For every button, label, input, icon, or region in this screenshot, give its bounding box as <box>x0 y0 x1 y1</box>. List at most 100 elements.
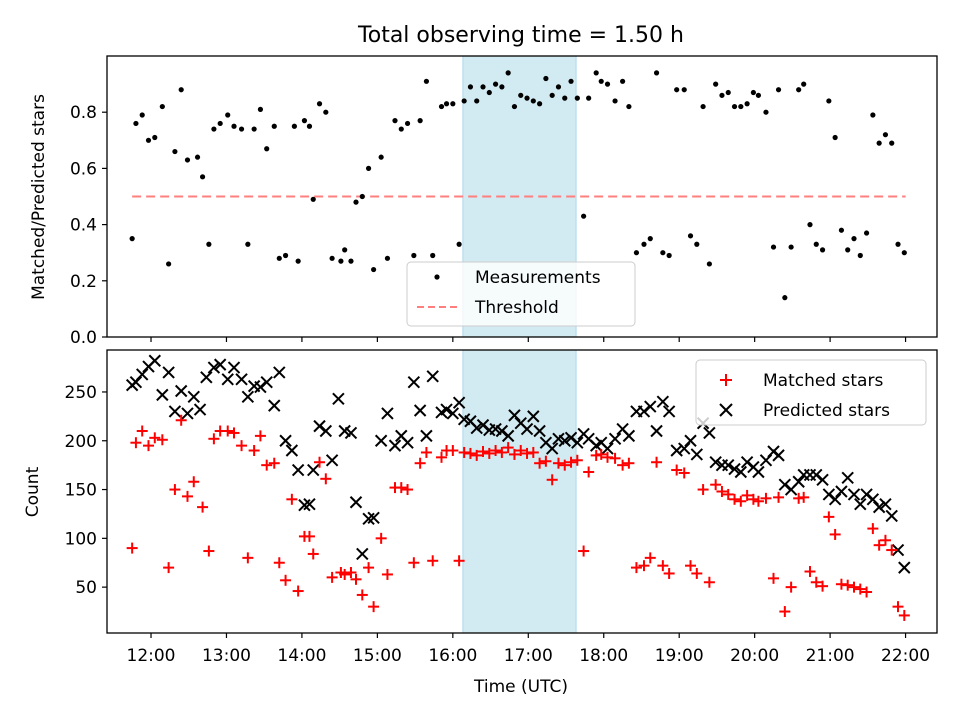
measurement-point <box>612 98 618 104</box>
predicted-stars-point <box>332 392 345 406</box>
matched-stars-point <box>571 454 583 466</box>
predicted-stars-point <box>601 442 614 455</box>
measurement-point <box>801 81 807 87</box>
matched-stars-point <box>169 484 181 496</box>
x-tick-label: 17:00 <box>504 646 553 666</box>
measurement-point <box>598 78 604 84</box>
matched-stars-point <box>381 568 393 580</box>
predicted-stars-point <box>241 390 255 404</box>
x-tick-label: 19:00 <box>655 646 704 666</box>
matched-stars-point <box>126 542 138 554</box>
predicted-stars-point <box>349 496 363 509</box>
matched-stars-point <box>559 459 571 471</box>
measurement-point <box>832 134 838 141</box>
measurement-point <box>276 255 282 261</box>
measurement-point <box>738 103 744 110</box>
matched-stars-point <box>471 449 483 461</box>
measurement-point <box>581 213 587 219</box>
measurement-point <box>524 95 530 101</box>
matched-stars-point <box>368 601 380 613</box>
bottom-y-tick-label: 150 <box>65 481 97 501</box>
matched-stars-point <box>236 440 248 452</box>
measurement-point <box>882 132 889 138</box>
top-y-tick-label: 0.0 <box>70 328 97 348</box>
bottom-panel: 50 100 150 200 250 12:00 13:00 14:00 15:00 16:00… <box>23 349 938 697</box>
top-y-tick-label: 0.8 <box>70 103 97 123</box>
matched-stars-point <box>873 539 885 551</box>
predicted-stars-point <box>221 373 234 386</box>
bottom-x-ticks: 12:00 13:00 14:00 15:00 16:00 17:00 18:00 19:00… <box>127 633 930 666</box>
matched-stars-point <box>879 534 891 546</box>
predicted-stars-point <box>772 449 785 462</box>
measurement-point <box>731 103 738 110</box>
measurements-layer <box>129 70 907 301</box>
measurement-point <box>499 84 505 90</box>
measurement-point <box>411 252 417 259</box>
measurement-point <box>813 241 819 247</box>
measurement-point <box>653 70 660 76</box>
predicted-stars-point <box>828 493 842 506</box>
predicted-stars-point <box>344 426 358 440</box>
measurement-point <box>306 123 313 129</box>
predicted-stars-point <box>319 424 333 438</box>
matched-stars-point <box>222 425 234 437</box>
x-tick-label: 18:00 <box>579 646 628 666</box>
matched-stars-point <box>617 459 629 471</box>
matched-stars-point <box>804 566 816 578</box>
measurement-point <box>133 120 139 127</box>
measurement-point <box>329 255 335 261</box>
predicted-stars-point <box>136 368 149 381</box>
matched-stars-point <box>436 451 448 463</box>
bottom-legend-box <box>695 359 927 426</box>
matched-stars-point <box>307 548 319 560</box>
matched-stars-point <box>722 488 734 500</box>
measurement-point <box>199 174 206 180</box>
matched-stars-point <box>483 447 495 459</box>
measurement-point <box>755 92 762 98</box>
predicted-stars-point <box>440 403 453 416</box>
bottom-y-tick-label: 250 <box>65 383 97 403</box>
predicted-stars-point <box>388 439 402 452</box>
measurement-point <box>620 78 626 84</box>
matched-stars-point <box>163 562 175 574</box>
matched-stars-point <box>280 574 292 586</box>
matched-stars-point <box>156 434 168 446</box>
predicted-stars-point <box>407 375 421 389</box>
matched-stars-point <box>363 562 375 574</box>
predicted-stars-point <box>162 366 175 379</box>
top-y-ticks: 0.0 0.2 0.4 0.6 0.8 <box>70 103 107 348</box>
measurement-point <box>555 84 562 90</box>
predicted-stars-point <box>872 500 886 514</box>
measurement-point <box>282 252 289 259</box>
measurement-point <box>782 295 788 301</box>
predicted-stars-point <box>268 399 281 412</box>
measurement-point <box>430 252 436 259</box>
predicted-stars-point <box>608 432 622 446</box>
matched-stars-point <box>752 495 764 507</box>
predicted-stars-point <box>174 384 188 398</box>
measurement-point <box>443 101 450 107</box>
matched-stars-point <box>402 484 414 496</box>
measurement-point <box>626 103 632 110</box>
predicted-stars-point <box>847 488 861 501</box>
predicted-stars-point <box>722 458 735 472</box>
matched-stars-point <box>181 490 193 502</box>
legend-measurements-marker <box>434 274 440 280</box>
measurement-point <box>359 193 365 200</box>
measurement-point <box>159 103 165 110</box>
predicted-stars-point <box>279 434 292 447</box>
matched-stars-point <box>540 455 552 467</box>
matched-stars-point <box>175 414 187 426</box>
measurement-point <box>807 222 813 228</box>
matched-stars-point <box>414 457 426 469</box>
measurement-point <box>819 247 826 253</box>
predicted-stars-point <box>426 370 439 383</box>
matched-stars-point <box>623 457 635 469</box>
measurement-point <box>713 81 719 87</box>
predicted-stars-point <box>325 454 339 467</box>
bottom-y-tick-label: 50 <box>75 578 97 598</box>
matched-stars-point <box>303 530 315 542</box>
measurement-point <box>245 241 251 247</box>
matched-stars-point <box>286 493 298 505</box>
